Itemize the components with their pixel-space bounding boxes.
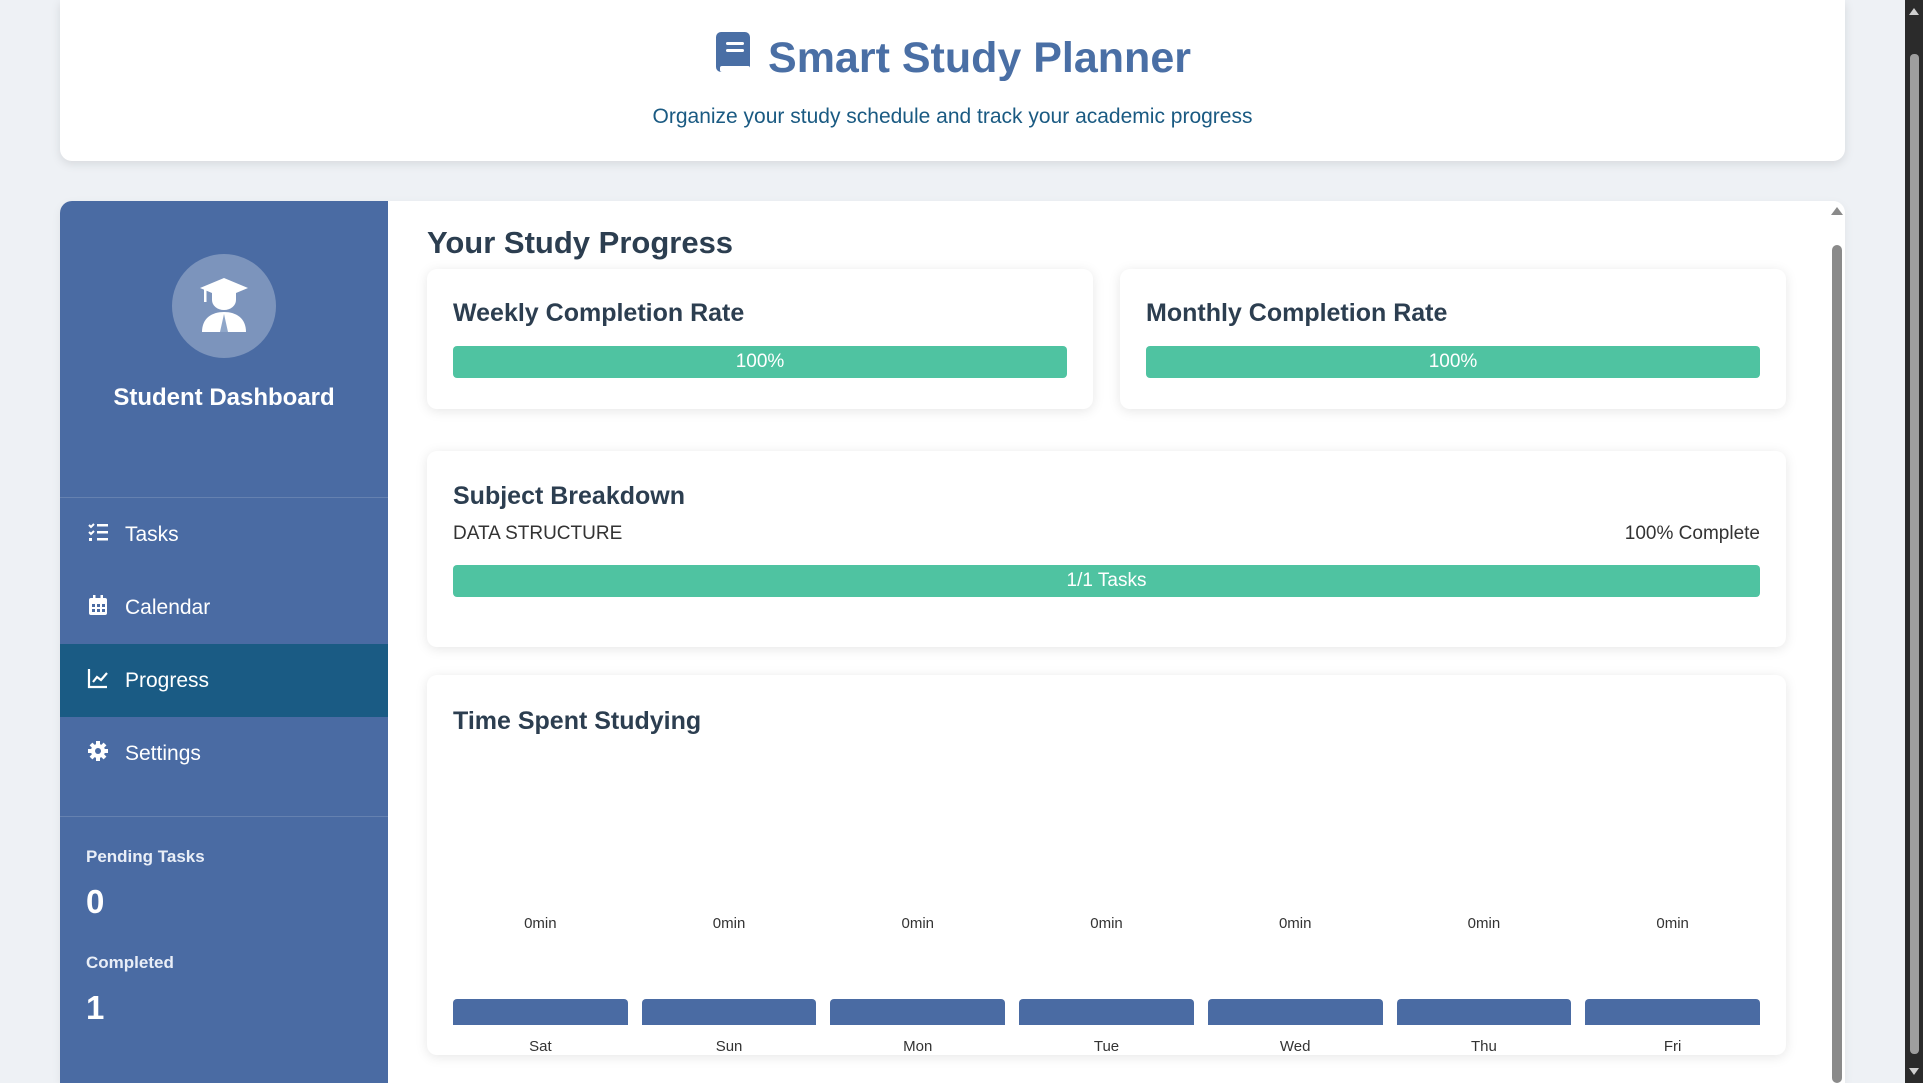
time-spent-card: Time Spent Studying 0min Sat 0min Sun 0min Mo… — [427, 675, 1786, 1055]
subject-breakdown-card: Subject Breakdown DATA STRUCTURE 100% Co… — [427, 451, 1786, 647]
chart-column: 0min Tue — [1019, 915, 1194, 1055]
chart-bar — [453, 999, 628, 1025]
chart-value-label: 0min — [901, 915, 935, 932]
subject-progress-fill: 1/1 Tasks — [453, 565, 1760, 597]
monthly-card: Monthly Completion Rate 100% — [1120, 269, 1786, 409]
book-icon — [714, 30, 754, 87]
page-title: Your Study Progress — [427, 225, 734, 260]
subject-progress-bar: 1/1 Tasks — [453, 565, 1760, 597]
completed-count: 1 — [86, 989, 105, 1026]
weekly-card: Weekly Completion Rate 100% — [427, 269, 1093, 409]
chart-bar — [641, 999, 817, 1025]
chart-column: 0min Sat — [453, 915, 628, 1055]
sidebar-item-calendar[interactable]: Calendar — [60, 571, 388, 644]
app-header: Smart Study Planner Organize your study … — [60, 0, 1845, 161]
sidebar-stats: Pending Tasks 0 Completed 1 — [60, 817, 388, 1027]
sidebar-item-progress[interactable]: Progress — [60, 644, 388, 717]
sidebar-item-label: Tasks — [125, 522, 179, 546]
weekly-progress-fill: 100% — [453, 346, 1067, 378]
chart-day-label: Mon — [903, 1038, 933, 1055]
content-scrollbar[interactable] — [1827, 201, 1845, 1083]
progress-view: Your Study Progress Weekly Completion Ra… — [388, 201, 1845, 1083]
time-spent-chart: 0min Sat 0min Sun 0min Mon 0min Tue 0min Wed 0min T… — [453, 915, 1760, 1055]
time-spent-title: Time Spent Studying — [453, 707, 702, 735]
chart-bar — [1019, 999, 1194, 1025]
monthly-card-title: Monthly Completion Rate — [1146, 299, 1448, 327]
chart-column: 0min Sun — [641, 915, 817, 1055]
chart-column: 0min Mon — [830, 915, 1006, 1055]
chart-bar — [1585, 999, 1760, 1025]
chart-value-label: 0min — [1467, 915, 1501, 932]
chart-day-label: Thu — [1470, 1038, 1497, 1055]
profile-name: Student Dashboard — [113, 384, 335, 411]
monthly-progress-bar: 100% — [1146, 346, 1760, 378]
profile: Student Dashboard — [60, 254, 388, 498]
chart-day-label: Wed — [1279, 1038, 1311, 1055]
chart-bar — [1207, 999, 1383, 1025]
chart-column: 0min Thu — [1396, 915, 1572, 1055]
chart-value-label: 0min — [1278, 915, 1312, 932]
chart-value-label: 0min — [712, 915, 746, 932]
chart-day-label: Fri — [1663, 1038, 1682, 1055]
gear-icon — [87, 740, 109, 768]
sidebar-item-label: Settings — [125, 741, 201, 765]
chart-value-label: 0min — [524, 915, 557, 932]
sidebar-item-label: Calendar — [125, 595, 211, 619]
scroll-up-arrow-icon[interactable] — [1831, 207, 1843, 215]
chart-line-icon — [87, 667, 109, 695]
avatar — [172, 254, 276, 358]
subject-row: DATA STRUCTURE 100% Complete — [453, 523, 1760, 545]
subject-status: 100% Complete — [1624, 523, 1760, 544]
sidebar-item-settings[interactable]: Settings — [60, 717, 388, 790]
pending-tasks-count: 0 — [86, 883, 105, 920]
sidebar-item-tasks[interactable]: Tasks — [60, 498, 388, 571]
window-scrollbar-thumb[interactable] — [1910, 54, 1919, 1054]
app-title-text: Smart Study Planner — [768, 34, 1191, 82]
weekly-progress-bar: 100% — [453, 346, 1067, 378]
sidebar-nav: Tasks Calendar Progress Settings — [60, 498, 388, 790]
chart-value-label: 0min — [1656, 915, 1689, 932]
sidebar-divider — [60, 816, 388, 817]
chart-day-label: Tue — [1093, 1038, 1120, 1055]
chart-value-label: 0min — [1090, 915, 1123, 932]
pending-tasks-label: Pending Tasks — [86, 847, 205, 866]
subject-breakdown-title: Subject Breakdown — [453, 482, 685, 510]
app-title: Smart Study Planner — [714, 30, 1191, 87]
sidebar: Student Dashboard Tasks Calendar Progres… — [60, 201, 388, 1083]
window-scroll-down-icon[interactable] — [1909, 1068, 1919, 1075]
weekly-card-title: Weekly Completion Rate — [453, 299, 745, 327]
content-scrollbar-thumb[interactable] — [1832, 245, 1842, 1083]
chart-bar — [830, 999, 1006, 1025]
window-scrollbar[interactable] — [1905, 0, 1923, 1083]
chart-bar — [1396, 999, 1572, 1025]
app-subtitle: Organize your study schedule and track y… — [652, 105, 1253, 128]
sidebar-item-label: Progress — [125, 668, 210, 692]
subject-name: DATA STRUCTURE — [453, 523, 623, 544]
chart-day-label: Sat — [529, 1038, 552, 1055]
app-shell: Student Dashboard Tasks Calendar Progres… — [60, 201, 1845, 1083]
monthly-progress-fill: 100% — [1146, 346, 1760, 378]
calendar-icon — [87, 594, 109, 622]
completed-label: Completed — [86, 953, 174, 972]
chart-column: 0min Fri — [1585, 915, 1760, 1055]
chart-day-label: Sun — [715, 1038, 743, 1055]
window-scroll-up-icon[interactable] — [1909, 8, 1919, 15]
chart-column: 0min Wed — [1207, 915, 1383, 1055]
graduate-icon — [198, 276, 250, 337]
tasks-icon — [87, 521, 109, 549]
